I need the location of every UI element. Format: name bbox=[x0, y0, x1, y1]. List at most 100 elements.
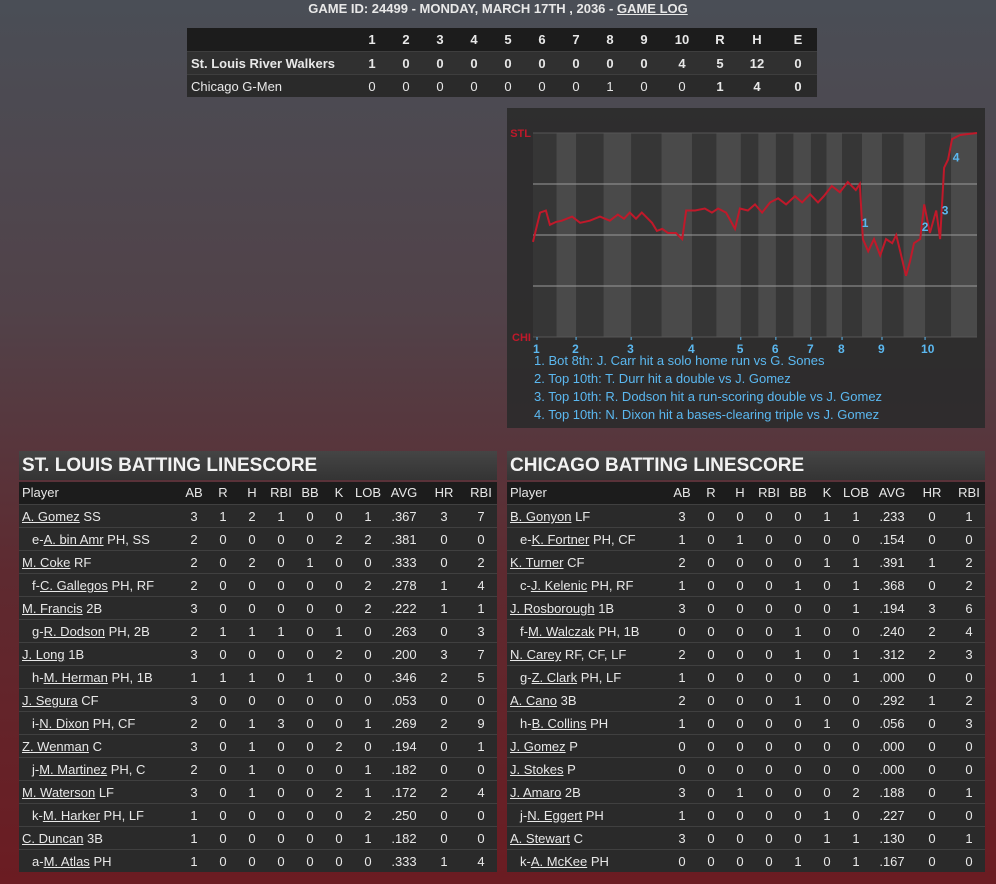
linescore-row: Chicago G-Men 0 0 0 0 0 0 0 1 0 0 1 4 0 bbox=[187, 74, 817, 97]
score-cell: 0 bbox=[572, 79, 580, 94]
stat-cell: 0 bbox=[928, 670, 936, 685]
stat-cell: 0 bbox=[765, 578, 773, 593]
player-link[interactable]: C. Duncan bbox=[22, 831, 84, 846]
player-link[interactable]: M. Coke bbox=[22, 555, 71, 570]
game-log-link[interactable]: GAME LOG bbox=[616, 1, 688, 16]
stat-cell: 0 bbox=[794, 555, 802, 570]
player-link[interactable]: N. Eggert bbox=[527, 808, 583, 823]
stat-cell: 0 bbox=[248, 854, 256, 869]
player-link[interactable]: N. Dixon bbox=[39, 716, 90, 731]
stat-cell: 3 bbox=[440, 509, 448, 524]
table-header: Player AB R H RBI BB K LOB AVG HR RBI bbox=[507, 482, 985, 504]
stat-cell: 0 bbox=[277, 555, 285, 570]
player-link[interactable]: J. Amaro bbox=[510, 785, 562, 800]
stat-cell: 2 bbox=[335, 647, 343, 662]
sub-prefix: e- bbox=[32, 532, 44, 547]
player-link[interactable]: M. Waterson bbox=[22, 785, 96, 800]
stat-cell: 0 bbox=[277, 578, 285, 593]
column-header: RBI bbox=[958, 485, 980, 500]
stat-cell: .167 bbox=[879, 854, 905, 869]
stat-cell: 0 bbox=[765, 739, 773, 754]
player-link[interactable]: B. Collins bbox=[531, 716, 587, 731]
stat-cell: 2 bbox=[852, 785, 860, 800]
stat-cell: 1 bbox=[794, 578, 802, 593]
player-link[interactable]: A. bin Amr bbox=[43, 532, 104, 547]
player-link[interactable]: K. Turner bbox=[510, 555, 564, 570]
stat-cell: 0 bbox=[248, 693, 256, 708]
column-header: 10 bbox=[674, 32, 690, 47]
stat-cell: 2 bbox=[335, 739, 343, 754]
stat-cell: 0 bbox=[306, 601, 314, 616]
player-link[interactable]: J. Kelenic bbox=[530, 578, 588, 593]
stat-cell: 0 bbox=[440, 808, 448, 823]
player-cell: J. Segura CF bbox=[22, 689, 99, 712]
player-link[interactable]: M. Walczak bbox=[527, 624, 595, 639]
column-header: Player bbox=[22, 485, 59, 500]
player-link[interactable]: M. Francis bbox=[22, 601, 83, 616]
stat-cell: 0 bbox=[219, 578, 227, 593]
player-cell: M. Francis 2B bbox=[22, 597, 102, 620]
stat-cell: 0 bbox=[219, 854, 227, 869]
table-title: ST. LOUIS BATTING LINESCORE bbox=[19, 451, 497, 480]
column-header: 9 bbox=[640, 32, 648, 47]
player-link[interactable]: J. Stokes bbox=[510, 762, 564, 777]
player-link[interactable]: A. Gomez bbox=[22, 509, 80, 524]
event-note: 3. Top 10th: R. Dodson hit a run-scoring… bbox=[534, 389, 882, 404]
stat-cell: 0 bbox=[823, 578, 831, 593]
player-link[interactable]: A. Cano bbox=[510, 693, 557, 708]
player-link[interactable]: M. Herman bbox=[43, 670, 108, 685]
stat-cell: 0 bbox=[219, 831, 227, 846]
column-header: HR bbox=[922, 485, 942, 500]
stat-cell: 0 bbox=[928, 762, 936, 777]
event-marker: 3 bbox=[942, 204, 949, 218]
player-link[interactable]: N. Carey bbox=[510, 647, 562, 662]
stat-cell: 3 bbox=[440, 647, 448, 662]
player-row: J. Stokes P 0 0 0 0 0 0 0 .000 0 0 bbox=[507, 757, 985, 780]
player-link[interactable]: C. Gallegos bbox=[39, 578, 108, 593]
player-link[interactable]: J. Rosborough bbox=[510, 601, 595, 616]
player-link[interactable]: M. Martinez bbox=[39, 762, 108, 777]
stat-cell: 0 bbox=[440, 532, 448, 547]
player-link[interactable]: B. Gonyon bbox=[510, 509, 572, 524]
position: PH, C bbox=[110, 762, 146, 777]
stat-cell: 0 bbox=[335, 854, 343, 869]
stat-cell: 1 bbox=[736, 532, 744, 547]
player-link[interactable]: R. Dodson bbox=[43, 624, 105, 639]
stat-cell: 1 bbox=[190, 670, 198, 685]
stat-cell: 0 bbox=[707, 693, 715, 708]
stat-cell: .381 bbox=[391, 532, 417, 547]
stat-cell: 1 bbox=[190, 808, 198, 823]
stat-cell: 0 bbox=[794, 509, 802, 524]
player-row: a-M. Atlas PH 1 0 0 0 0 0 0 .333 1 4 bbox=[19, 849, 497, 872]
column-header: Player bbox=[510, 485, 547, 500]
stat-cell: .130 bbox=[879, 831, 905, 846]
stat-cell: 0 bbox=[794, 670, 802, 685]
batting-table: CHICAGO BATTING LINESCORE Player AB R H RBI BB… bbox=[507, 451, 985, 873]
player-link[interactable]: A. Stewart bbox=[510, 831, 570, 846]
player-link[interactable]: J. Segura bbox=[22, 693, 78, 708]
stat-cell: 5 bbox=[477, 670, 485, 685]
stat-cell: 0 bbox=[219, 762, 227, 777]
stat-cell: 3 bbox=[190, 647, 198, 662]
stat-cell: 0 bbox=[707, 762, 715, 777]
player-link[interactable]: M. Atlas bbox=[43, 854, 90, 869]
stat-cell: 2 bbox=[335, 785, 343, 800]
position: LF bbox=[98, 785, 114, 800]
player-link[interactable]: A. McKee bbox=[530, 854, 588, 869]
position: PH, LF bbox=[103, 808, 144, 823]
player-link[interactable]: Z. Clark bbox=[531, 670, 578, 685]
stat-cell: 0 bbox=[707, 532, 715, 547]
player-cell: N. Carey RF, CF, LF bbox=[510, 643, 626, 666]
player-link[interactable]: K. Fortner bbox=[531, 532, 590, 547]
stat-cell: 0 bbox=[928, 578, 936, 593]
stat-cell: 1 bbox=[248, 785, 256, 800]
player-link[interactable]: J. Long bbox=[22, 647, 65, 662]
stat-cell: 3 bbox=[678, 785, 686, 800]
player-link[interactable]: M. Harker bbox=[42, 808, 100, 823]
stat-cell: 0 bbox=[306, 854, 314, 869]
score-cell: 5 bbox=[716, 56, 724, 71]
player-link[interactable]: Z. Wenman bbox=[22, 739, 89, 754]
stat-cell: .182 bbox=[391, 762, 417, 777]
player-link[interactable]: J. Gomez bbox=[510, 739, 566, 754]
stat-cell: .194 bbox=[391, 739, 417, 754]
